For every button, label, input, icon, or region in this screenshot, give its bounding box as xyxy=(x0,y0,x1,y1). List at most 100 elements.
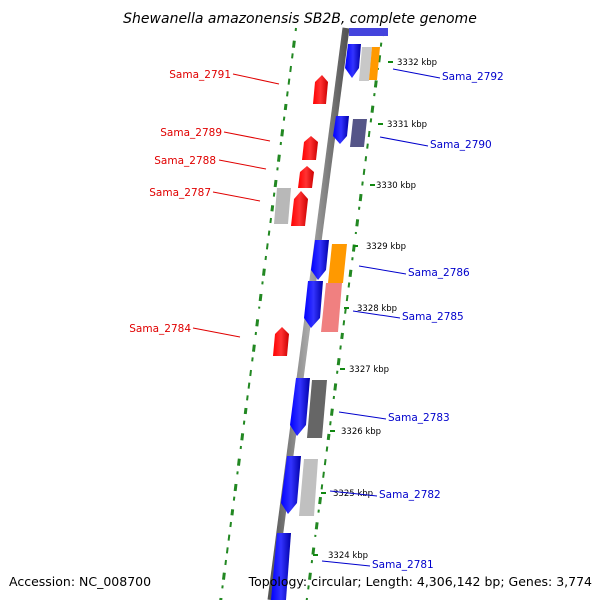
scale-label-3327: 3327 kbp xyxy=(349,365,389,375)
topology-text: Topology: circular; Length: 4,306,142 bp… xyxy=(248,574,592,589)
gene-label-sama-2783[interactable]: Sama_2783 xyxy=(388,412,450,424)
gene-arrow-reverse xyxy=(304,281,323,328)
gene-arrow-reverse xyxy=(271,533,291,600)
scale-label-3331: 3331 kbp xyxy=(387,120,427,130)
gene-arrow-forward xyxy=(313,75,328,104)
gc-mark xyxy=(330,408,334,416)
gc-mark xyxy=(249,369,252,377)
scale-label-3328: 3328 kbp xyxy=(357,304,397,314)
gene-label-sama-2781[interactable]: Sama_2781 xyxy=(372,559,434,571)
scale-label-3325: 3325 kbp xyxy=(333,489,373,499)
gene-arrow-reverse xyxy=(345,44,361,78)
gc-mark xyxy=(277,154,281,162)
gc-mark xyxy=(325,446,329,452)
gene-label-sama-2791[interactable]: Sama_2791 xyxy=(169,69,231,81)
gc-mark xyxy=(342,320,346,326)
gc-mark xyxy=(243,407,248,415)
scale-label-3329: 3329 kbp xyxy=(366,242,406,252)
scale-label-3332: 3332 kbp xyxy=(397,58,437,68)
gc-mark xyxy=(370,105,375,113)
gc-mark xyxy=(364,156,368,162)
gc-mark xyxy=(280,129,285,137)
gene-feature-orange xyxy=(328,244,347,283)
gc-mark xyxy=(362,168,366,175)
gc-mark xyxy=(340,332,344,340)
gc-mark xyxy=(262,268,266,276)
gc-mark xyxy=(347,282,351,288)
gene-feature-orange xyxy=(369,47,380,80)
gene-label-sama-2788[interactable]: Sama_2788 xyxy=(154,155,216,167)
gene-arrow-forward xyxy=(273,327,289,356)
gene-feature-dark-gray xyxy=(307,380,327,438)
gc-mark xyxy=(323,459,327,466)
gc-mark xyxy=(258,293,263,302)
page-title: Shewanella amazonensis SB2B, complete ge… xyxy=(123,11,477,27)
gc-mark xyxy=(333,383,338,391)
gc-mark xyxy=(246,395,249,401)
right-gene-labels xyxy=(321,68,441,567)
scale-label-3326: 3326 kbp xyxy=(341,427,381,437)
gene-arrow-reverse xyxy=(333,116,349,144)
scale-label-3324: 3324 kbp xyxy=(328,551,368,561)
reverse-strand-genes xyxy=(271,44,380,600)
gc-mark xyxy=(240,433,245,441)
scale-label-3330: 3330 kbp xyxy=(376,181,416,191)
gc-mark xyxy=(273,179,278,188)
gc-mark xyxy=(348,269,353,278)
gc-mark xyxy=(270,205,275,212)
gene-label-sama-2782[interactable]: Sama_2782 xyxy=(379,489,441,501)
gene-label-sama-2792[interactable]: Sama_2792 xyxy=(442,71,504,83)
gc-mark xyxy=(287,78,291,85)
gc-mark xyxy=(291,53,294,59)
gene-feature-slate xyxy=(350,119,367,147)
gc-mark xyxy=(292,40,296,48)
gc-mark xyxy=(320,484,324,490)
gc-mark xyxy=(233,483,238,492)
gene-feature-gray xyxy=(299,459,318,516)
gc-mark xyxy=(286,91,289,97)
gc-mark xyxy=(326,433,331,441)
gene-arrow-forward xyxy=(302,136,318,160)
gc-mark xyxy=(366,143,369,149)
gc-mark xyxy=(314,522,319,530)
gc-mark xyxy=(311,547,316,555)
gene-arrow-forward xyxy=(298,166,314,188)
gc-mark xyxy=(322,471,325,478)
left-gene-labels xyxy=(192,73,280,338)
gene-feature-gray xyxy=(359,47,372,81)
gc-mark xyxy=(252,344,256,352)
gc-content-track xyxy=(219,27,385,600)
gc-mark xyxy=(377,55,382,63)
gene-arrow-reverse xyxy=(281,456,301,514)
gene-label-sama-2786[interactable]: Sama_2786 xyxy=(408,267,470,279)
gc-mark xyxy=(318,496,323,505)
gene-label-sama-2784[interactable]: Sama_2784 xyxy=(129,323,191,335)
gc-mark xyxy=(367,130,371,138)
gene-arrow-reverse xyxy=(349,28,388,36)
gc-mark xyxy=(255,319,260,327)
accession-text: Accession: NC_008700 xyxy=(9,574,151,589)
gene-label-sama-2790[interactable]: Sama_2790 xyxy=(430,139,492,151)
gc-mark xyxy=(230,509,235,516)
gc-mark xyxy=(345,294,349,302)
gene-arrow-reverse xyxy=(290,378,310,436)
gene-label-sama-2785[interactable]: Sama_2785 xyxy=(402,311,464,323)
gc-mark xyxy=(229,521,232,528)
forward-strand-genes xyxy=(273,75,328,356)
gc-mark xyxy=(283,103,288,111)
gene-feature-pink xyxy=(321,283,342,332)
gc-mark xyxy=(269,217,272,224)
gc-mark xyxy=(225,547,229,554)
gc-mark xyxy=(219,597,223,600)
gc-mark xyxy=(267,230,271,236)
gc-mark xyxy=(222,572,226,580)
scale-ticks xyxy=(313,61,393,556)
gc-mark xyxy=(308,572,312,580)
gene-label-sama-2789[interactable]: Sama_2789 xyxy=(160,127,222,139)
gc-mark xyxy=(224,559,227,566)
gene-label-sama-2787[interactable]: Sama_2787 xyxy=(149,187,211,199)
gc-mark xyxy=(265,243,269,250)
gc-mark xyxy=(305,597,308,600)
